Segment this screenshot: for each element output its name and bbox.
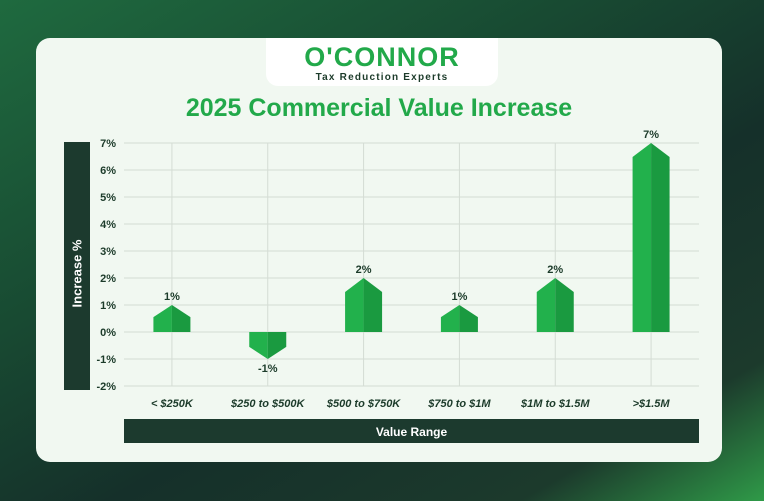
x-tick-label: $1M to $1.5M	[520, 398, 590, 410]
chart-title: 2025 Commercial Value Increase	[185, 94, 573, 122]
data-label: -1%	[258, 363, 278, 375]
bar	[440, 305, 460, 332]
bar-shade	[363, 278, 383, 332]
x-axis-label-bar	[124, 419, 699, 443]
y-tick-label: 1%	[100, 300, 116, 312]
x-tick-label: $750 to $1M	[427, 398, 491, 410]
y-axis-label-bar	[64, 142, 90, 390]
brand-logo: O'CONNOR	[304, 42, 460, 72]
x-tick-label: $250 to $500K	[230, 398, 305, 410]
bar-shade	[459, 305, 478, 332]
data-label: 1%	[451, 291, 467, 303]
brand-tagline: Tax Reduction Experts	[315, 72, 449, 83]
y-tick-label: 4%	[100, 219, 116, 231]
x-axis-label: Value Range	[375, 425, 448, 439]
bar	[632, 143, 652, 332]
x-tick-label: >$1.5M	[633, 398, 671, 410]
logo-tab	[266, 38, 498, 86]
bar	[153, 305, 172, 332]
bar-shade	[267, 332, 287, 359]
bar	[536, 278, 556, 332]
y-tick-label: -2%	[96, 381, 116, 393]
y-tick-label: 0%	[100, 327, 116, 339]
chart-card	[36, 38, 722, 462]
bar	[249, 332, 268, 359]
y-tick-label: 5%	[100, 192, 116, 204]
y-tick-label: 7%	[100, 138, 116, 150]
y-tick-label: 3%	[100, 246, 116, 258]
bar-shade	[171, 305, 191, 332]
y-tick-label: 6%	[100, 165, 116, 177]
bar-shade	[651, 143, 670, 332]
bar	[345, 278, 364, 332]
y-tick-label: 2%	[100, 273, 116, 285]
data-label: 7%	[643, 129, 659, 141]
bar-shade	[555, 278, 574, 332]
data-label: 2%	[547, 264, 563, 276]
data-label: 2%	[356, 264, 372, 276]
x-tick-label: < $250K	[151, 398, 194, 410]
x-tick-label: $500 to $750K	[326, 398, 401, 410]
data-label: 1%	[164, 291, 180, 303]
y-tick-label: -1%	[96, 354, 116, 366]
